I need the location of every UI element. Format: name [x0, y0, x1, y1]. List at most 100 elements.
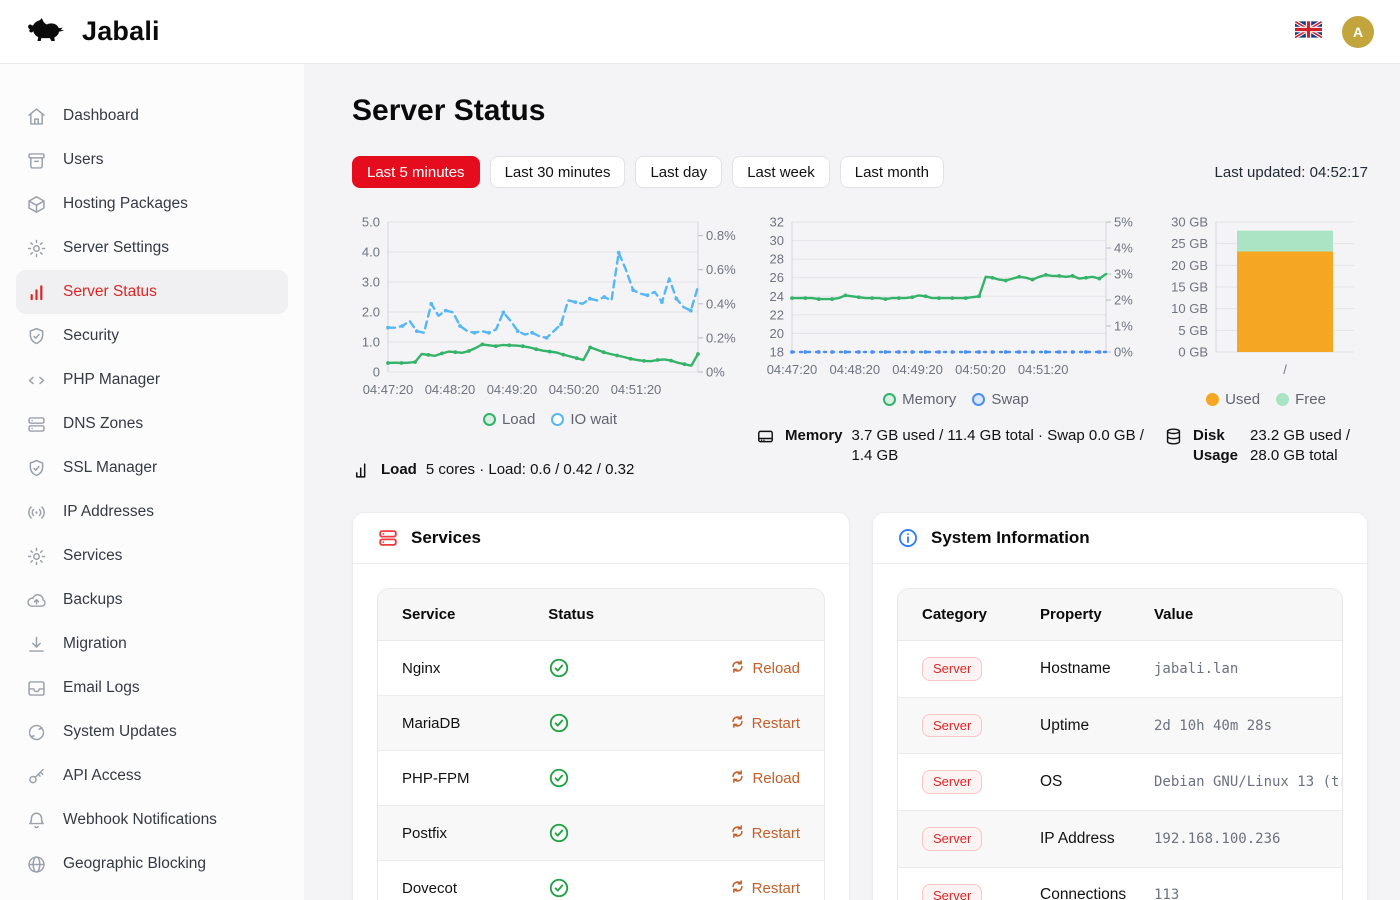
last-updated-label: Last updated: 04:52:17 — [1214, 163, 1368, 181]
service-nginx-action-button[interactable]: Reload — [730, 659, 800, 678]
bar-chart-icon — [26, 281, 48, 303]
load-chart-legend: Load IO wait — [352, 408, 748, 430]
svg-text:0%: 0% — [706, 365, 725, 380]
cycle-icon — [730, 714, 745, 733]
cycle-icon — [730, 824, 745, 843]
memory-stat: Memory 3.7 GB used / 11.4 GB total · Swa… — [756, 426, 1156, 467]
sidebar-item-ip-addresses[interactable]: IP Addresses — [16, 490, 288, 534]
service-php-fpm-action-button[interactable]: Reload — [730, 769, 800, 788]
table-row: Server Hostname jabali.lan — [898, 640, 1342, 698]
gear-icon — [26, 237, 48, 259]
sidebar-item-api-access[interactable]: API Access — [16, 754, 288, 798]
svg-text:20 GB: 20 GB — [1171, 258, 1208, 273]
sidebar-item-system-updates[interactable]: System Updates — [16, 710, 288, 754]
load-stat: Load 5 cores · Load: 0.6 / 0.42 / 0.32 — [352, 460, 748, 486]
memory-chart-legend: Memory Swap — [756, 388, 1156, 410]
filter-last-5-minutes[interactable]: Last 5 minutes — [352, 156, 480, 188]
svg-text:0.2%: 0.2% — [706, 330, 736, 345]
sidebar-item-dashboard[interactable]: Dashboard — [16, 94, 288, 138]
filter-last-day[interactable]: Last day — [635, 156, 723, 188]
category-badge: Server — [922, 657, 983, 681]
sidebar-item-label: Security — [63, 327, 119, 344]
sidebar-item-services[interactable]: Services — [16, 534, 288, 578]
sidebar-item-label: API Access — [63, 767, 142, 784]
table-row: Server IP Address 192.168.100.236 — [898, 810, 1342, 868]
service-name: Nginx — [378, 640, 525, 697]
sidebar-item-label: DNS Zones — [63, 415, 144, 432]
svg-text:32: 32 — [770, 215, 784, 230]
sidebar-item-php-manager[interactable]: PHP Manager — [16, 358, 288, 402]
sidebar-item-webhook-notifications[interactable]: Webhook Notifications — [16, 798, 288, 842]
svg-text:30: 30 — [770, 233, 784, 248]
svg-text:1.0: 1.0 — [362, 335, 380, 350]
sidebar-item-label: Geographic Blocking — [63, 855, 207, 872]
svg-text:0 GB: 0 GB — [1178, 345, 1208, 360]
sidebar-item-label: Hosting Packages — [63, 195, 188, 212]
system-information-card: System Information Category Property Val… — [872, 512, 1368, 900]
sidebar: Dashboard Users Hosting Packages Server Set… — [0, 64, 304, 900]
sidebar-item-geographic-blocking[interactable]: Geographic Blocking — [16, 842, 288, 886]
svg-text:26: 26 — [770, 270, 784, 285]
svg-text:15 GB: 15 GB — [1171, 280, 1208, 295]
svg-text:0.4%: 0.4% — [706, 296, 736, 311]
sidebar-item-migration[interactable]: Migration — [16, 622, 288, 666]
sidebar-item-ssl-manager[interactable]: SSL Manager — [16, 446, 288, 490]
uk-flag-icon[interactable] — [1295, 20, 1322, 43]
property-name: Uptime — [1016, 697, 1130, 755]
shield-check-icon — [26, 457, 48, 479]
table-row: Dovecot Restart — [378, 861, 824, 900]
filter-last-30-minutes[interactable]: Last 30 minutes — [489, 156, 626, 188]
sidebar-item-users[interactable]: Users — [16, 138, 288, 182]
property-value: jabali.lan — [1130, 640, 1342, 698]
disk-stat: Disk Usage 23.2 GB used / 28.0 GB total — [1164, 426, 1368, 467]
status-ok-icon — [548, 822, 650, 844]
svg-text:3.0: 3.0 — [362, 275, 380, 290]
brand[interactable]: Jabali — [26, 15, 160, 49]
sidebar-item-label: PHP Manager — [63, 371, 161, 388]
svg-text:5%: 5% — [1114, 215, 1133, 230]
service-dovecot-action-button[interactable]: Restart — [730, 879, 800, 898]
disk-chart-legend: Used Free — [1164, 388, 1368, 410]
svg-text:4.0: 4.0 — [362, 245, 380, 260]
property-name: IP Address — [1016, 810, 1130, 868]
category-badge: Server — [922, 770, 983, 795]
legend-item-swap: Swap — [972, 391, 1029, 408]
disk-chart: 0 GB 5 GB 10 GB 15 GB 20 GB 25 GB 30 GB / — [1171, 215, 1354, 377]
svg-text:10 GB: 10 GB — [1171, 301, 1208, 316]
svg-text:30 GB: 30 GB — [1171, 215, 1208, 230]
property-name: OS — [1016, 753, 1130, 812]
memory-chart: 18 20 22 24 26 28 30 32 0% 1% 2% 3% 4% 5% 04:47:20 04:4… — [767, 215, 1134, 378]
avatar[interactable]: A — [1342, 15, 1374, 48]
sidebar-item-hosting-packages[interactable]: Hosting Packages — [16, 182, 288, 226]
column-header: Category — [898, 589, 1016, 642]
sidebar-item-server-status[interactable]: Server Status — [16, 270, 288, 314]
table-row: Postfix Restart — [378, 805, 824, 862]
sidebar-item-dns-zones[interactable]: DNS Zones — [16, 402, 288, 446]
status-ok-icon — [548, 657, 650, 679]
sidebar-item-email-logs[interactable]: Email Logs — [16, 666, 288, 710]
sidebar-item-label: Services — [63, 547, 123, 564]
refresh-icon — [26, 721, 48, 743]
svg-text:0.8%: 0.8% — [706, 228, 736, 243]
table-row: Server Uptime 2d 10h 40m 28s — [898, 697, 1342, 755]
system-info-table: Category Property Value Server Hostname ja… — [898, 589, 1342, 900]
svg-text:04:50:20: 04:50:20 — [549, 382, 600, 397]
main-content: Server Status Last 5 minutes Last 30 minu… — [304, 64, 1400, 900]
service-mariadb-action-button[interactable]: Restart — [730, 714, 800, 733]
legend-item-used: Used — [1206, 391, 1260, 408]
svg-text:2%: 2% — [1114, 293, 1133, 308]
sidebar-item-server-settings[interactable]: Server Settings — [16, 226, 288, 270]
sidebar-item-backups[interactable]: Backups — [16, 578, 288, 622]
service-postfix-action-button[interactable]: Restart — [730, 824, 800, 843]
time-range-filters: Last 5 minutes Last 30 minutes Last day Las… — [352, 156, 1215, 188]
filter-last-week[interactable]: Last week — [732, 156, 830, 188]
sidebar-item-security[interactable]: Security — [16, 314, 288, 358]
download-icon — [26, 633, 48, 655]
service-name: Postfix — [378, 805, 525, 862]
status-ok-icon — [548, 877, 650, 899]
broadcast-icon — [26, 501, 48, 523]
filter-last-month[interactable]: Last month — [839, 156, 944, 188]
services-card: Services Service Status Nginx Reload Maria… — [352, 512, 850, 900]
sidebar-item-label: System Updates — [63, 723, 177, 740]
bell-icon — [26, 809, 48, 831]
